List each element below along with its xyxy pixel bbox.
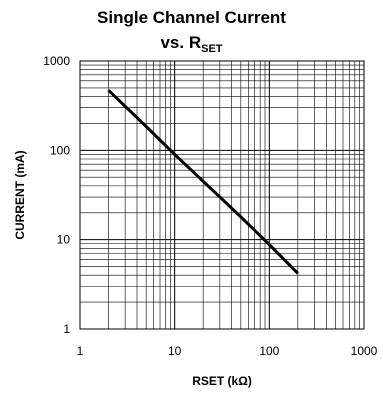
grid [80, 61, 364, 329]
x-tick-label: 10 [168, 344, 182, 358]
plot-frame [79, 60, 365, 330]
y-tick-label: 100 [50, 143, 70, 157]
y-tick-label: 10 [57, 233, 71, 247]
x-axis-label: RSET (kΩ) [192, 374, 252, 388]
chart-subtitle-subscript: SET [201, 43, 223, 55]
chart-title: Single Channel Current [97, 8, 286, 27]
chart-subtitle-prefix: vs. R [160, 33, 202, 52]
chart-subtitle: vs. RSET [0, 33, 383, 55]
y-tick-label: 1 [63, 322, 70, 336]
x-tick-label: 1000 [351, 344, 378, 358]
y-axis-label: CURRENT (mA) [13, 150, 27, 239]
y-tick-labels: 1 10 100 1000 [43, 54, 70, 336]
y-tick-label: 1000 [43, 54, 70, 68]
x-tick-label: 100 [259, 344, 279, 358]
series-line [107, 89, 299, 275]
x-tick-label: 1 [77, 344, 84, 358]
x-tick-labels: 1 10 100 1000 [77, 344, 378, 358]
